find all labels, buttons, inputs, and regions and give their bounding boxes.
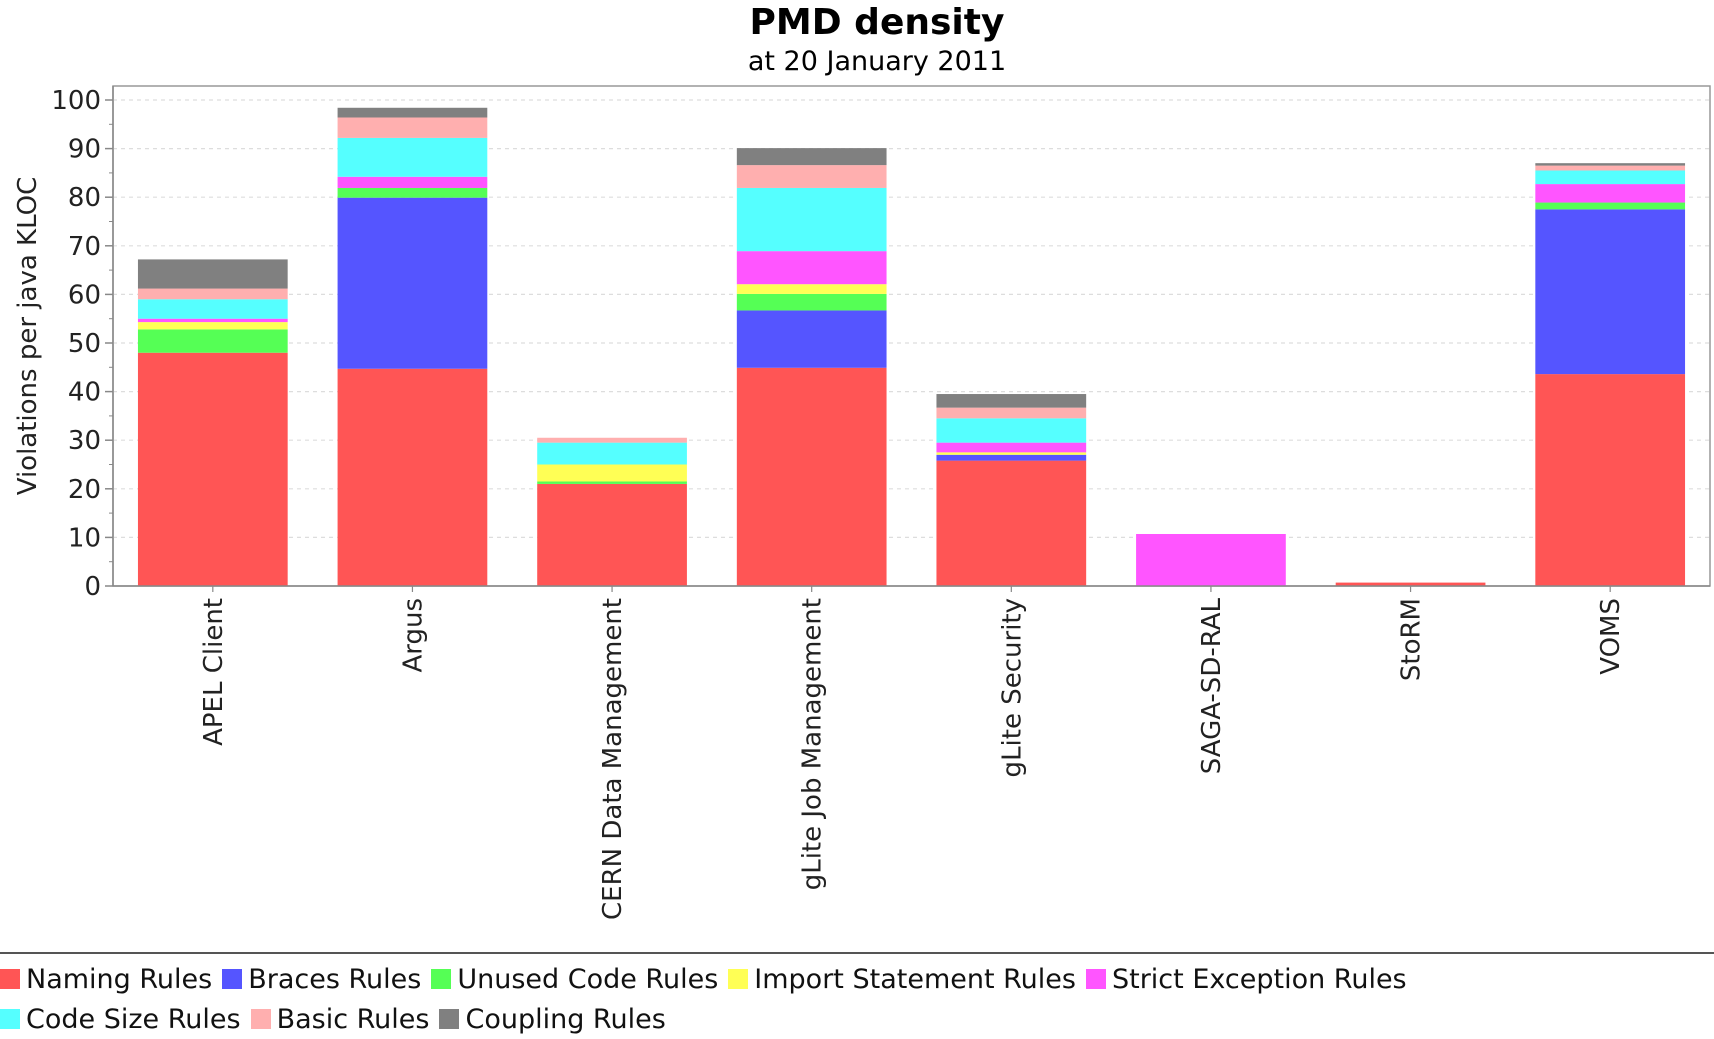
bar-coupling-rules-1 — [337, 107, 488, 118]
bars — [137, 107, 1686, 586]
bar-code-size-rules-1 — [337, 137, 488, 177]
bar-strict-exception-rules-4 — [936, 442, 1087, 453]
legend-swatch — [250, 1009, 271, 1029]
y-tick-label: 100 — [51, 86, 101, 116]
legend-label: Naming Rules — [26, 963, 213, 995]
bar-import-statement-rules-2 — [537, 464, 687, 482]
legend-label: Strict Exception Rules — [1111, 963, 1407, 995]
bar-basic-rules-3 — [736, 165, 887, 188]
legend-swatch — [1085, 969, 1106, 989]
chart-subtitle: at 20 January 2011 — [748, 46, 1006, 77]
bar-braces-rules-3 — [736, 310, 887, 368]
legend-item: Naming Rules — [0, 964, 212, 995]
legend-item: Coupling Rules — [439, 1003, 666, 1035]
x-tick-label: CERN Data Management — [598, 598, 628, 920]
bar-braces-rules-7 — [1535, 209, 1686, 375]
bar-import-statement-rules-4 — [936, 452, 1087, 455]
bar-naming-rules-7 — [1535, 374, 1686, 586]
bar-basic-rules-7 — [1535, 165, 1686, 171]
y-tick-label: 30 — [68, 426, 101, 456]
bar-basic-rules-1 — [337, 117, 488, 138]
bar-coupling-rules-0 — [137, 259, 288, 289]
legend-row: Code Size Rules Basic Rules Coupling Rules — [0, 999, 676, 1039]
legend-label: Braces Rules — [248, 963, 422, 995]
y-tick-label: 70 — [68, 232, 101, 262]
legend-swatch — [0, 969, 20, 989]
bar-code-size-rules-3 — [736, 187, 887, 252]
y-tick-label: 90 — [68, 135, 101, 165]
bar-naming-rules-6 — [1335, 582, 1486, 586]
bar-strict-exception-rules-0 — [137, 318, 288, 323]
legend-label: Basic Rules — [276, 1003, 430, 1035]
bar-naming-rules-1 — [337, 368, 488, 586]
y-tick-label: 80 — [68, 183, 101, 213]
y-tick-label: 60 — [68, 280, 101, 310]
legend-label: Code Size Rules — [26, 1003, 241, 1035]
legend-label: Import Statement Rules — [754, 963, 1076, 995]
y-tick-label: 40 — [68, 378, 101, 408]
bar-naming-rules-2 — [537, 483, 687, 586]
bar-coupling-rules-3 — [736, 148, 887, 166]
x-axis: APEL Client Argus CERN Data Management gLit… — [113, 585, 1710, 920]
legend-item: Import Statement Rules — [728, 964, 1076, 995]
bar-coupling-rules-4 — [936, 394, 1087, 408]
bar-braces-rules-1 — [337, 197, 488, 369]
x-tick-label: gLite Job Management — [798, 598, 828, 890]
x-tick-label: gLite Security — [997, 598, 1027, 777]
legend: Naming Rules Braces Rules Unused Code Rule… — [0, 952, 1714, 1037]
pmd-density-chart: PMD density at 20 January 2011 0 10 20 30 40… — [13, 2, 1711, 920]
legend-item: Code Size Rules — [0, 1004, 241, 1035]
legend-item: Braces Rules — [222, 964, 421, 995]
y-tick-label: 50 — [68, 329, 101, 359]
legend-swatch — [0, 1009, 20, 1029]
chart-title: PMD density — [750, 2, 1005, 43]
legend-row: Naming Rules Braces Rules Unused Code Rule… — [0, 959, 1417, 999]
y-tick-label: 20 — [68, 475, 101, 505]
x-tick-label: SAGA-SD-RAL — [1197, 597, 1227, 774]
bar-strict-exception-rules-1 — [337, 176, 488, 188]
legend-label: Coupling Rules — [465, 1003, 666, 1035]
bar-import-statement-rules-0 — [137, 322, 288, 330]
bar-unused-code-rules-1 — [337, 187, 488, 198]
bar-naming-rules-0 — [137, 352, 288, 586]
y-tick-label: 0 — [84, 572, 101, 602]
x-tick-label: VOMS — [1596, 598, 1626, 675]
legend-label: Unused Code Rules — [457, 963, 719, 995]
y-axis: 0 10 20 30 40 50 60 70 80 90 100 — [51, 86, 114, 602]
bar-basic-rules-4 — [936, 407, 1087, 419]
x-tick-label: APEL Client — [199, 598, 229, 746]
legend-swatch — [431, 969, 452, 989]
bar-strict-exception-rules-3 — [736, 251, 887, 285]
bar-code-size-rules-4 — [936, 418, 1087, 443]
bar-braces-rules-4 — [936, 454, 1087, 461]
y-axis-label: Violations per java KLOC — [13, 177, 43, 496]
bar-code-size-rules-7 — [1535, 170, 1686, 185]
y-tick-label: 10 — [68, 523, 101, 553]
bar-naming-rules-4 — [936, 460, 1087, 586]
bar-unused-code-rules-0 — [137, 329, 288, 353]
bar-code-size-rules-2 — [537, 442, 687, 465]
legend-swatch — [222, 969, 243, 989]
legend-item: Basic Rules — [250, 1003, 430, 1035]
legend-item: Unused Code Rules — [431, 964, 718, 995]
x-tick-label: StoRM — [1397, 598, 1427, 681]
bar-import-statement-rules-3 — [736, 284, 887, 294]
bar-basic-rules-2 — [537, 437, 687, 443]
bar-coupling-rules-7 — [1535, 163, 1686, 166]
bar-strict-exception-rules-7 — [1535, 184, 1686, 203]
bar-unused-code-rules-7 — [1535, 202, 1686, 210]
bar-basic-rules-0 — [137, 288, 288, 300]
bar-strict-exception-rules-5 — [1136, 533, 1286, 586]
x-tick-label: Argus — [398, 598, 428, 673]
bar-code-size-rules-0 — [137, 299, 288, 319]
legend-swatch — [728, 969, 749, 989]
legend-item: Strict Exception Rules — [1085, 963, 1407, 995]
bar-unused-code-rules-3 — [736, 293, 887, 311]
legend-swatch — [439, 1009, 460, 1029]
bar-unused-code-rules-2 — [537, 481, 687, 484]
bar-naming-rules-3 — [736, 367, 887, 586]
